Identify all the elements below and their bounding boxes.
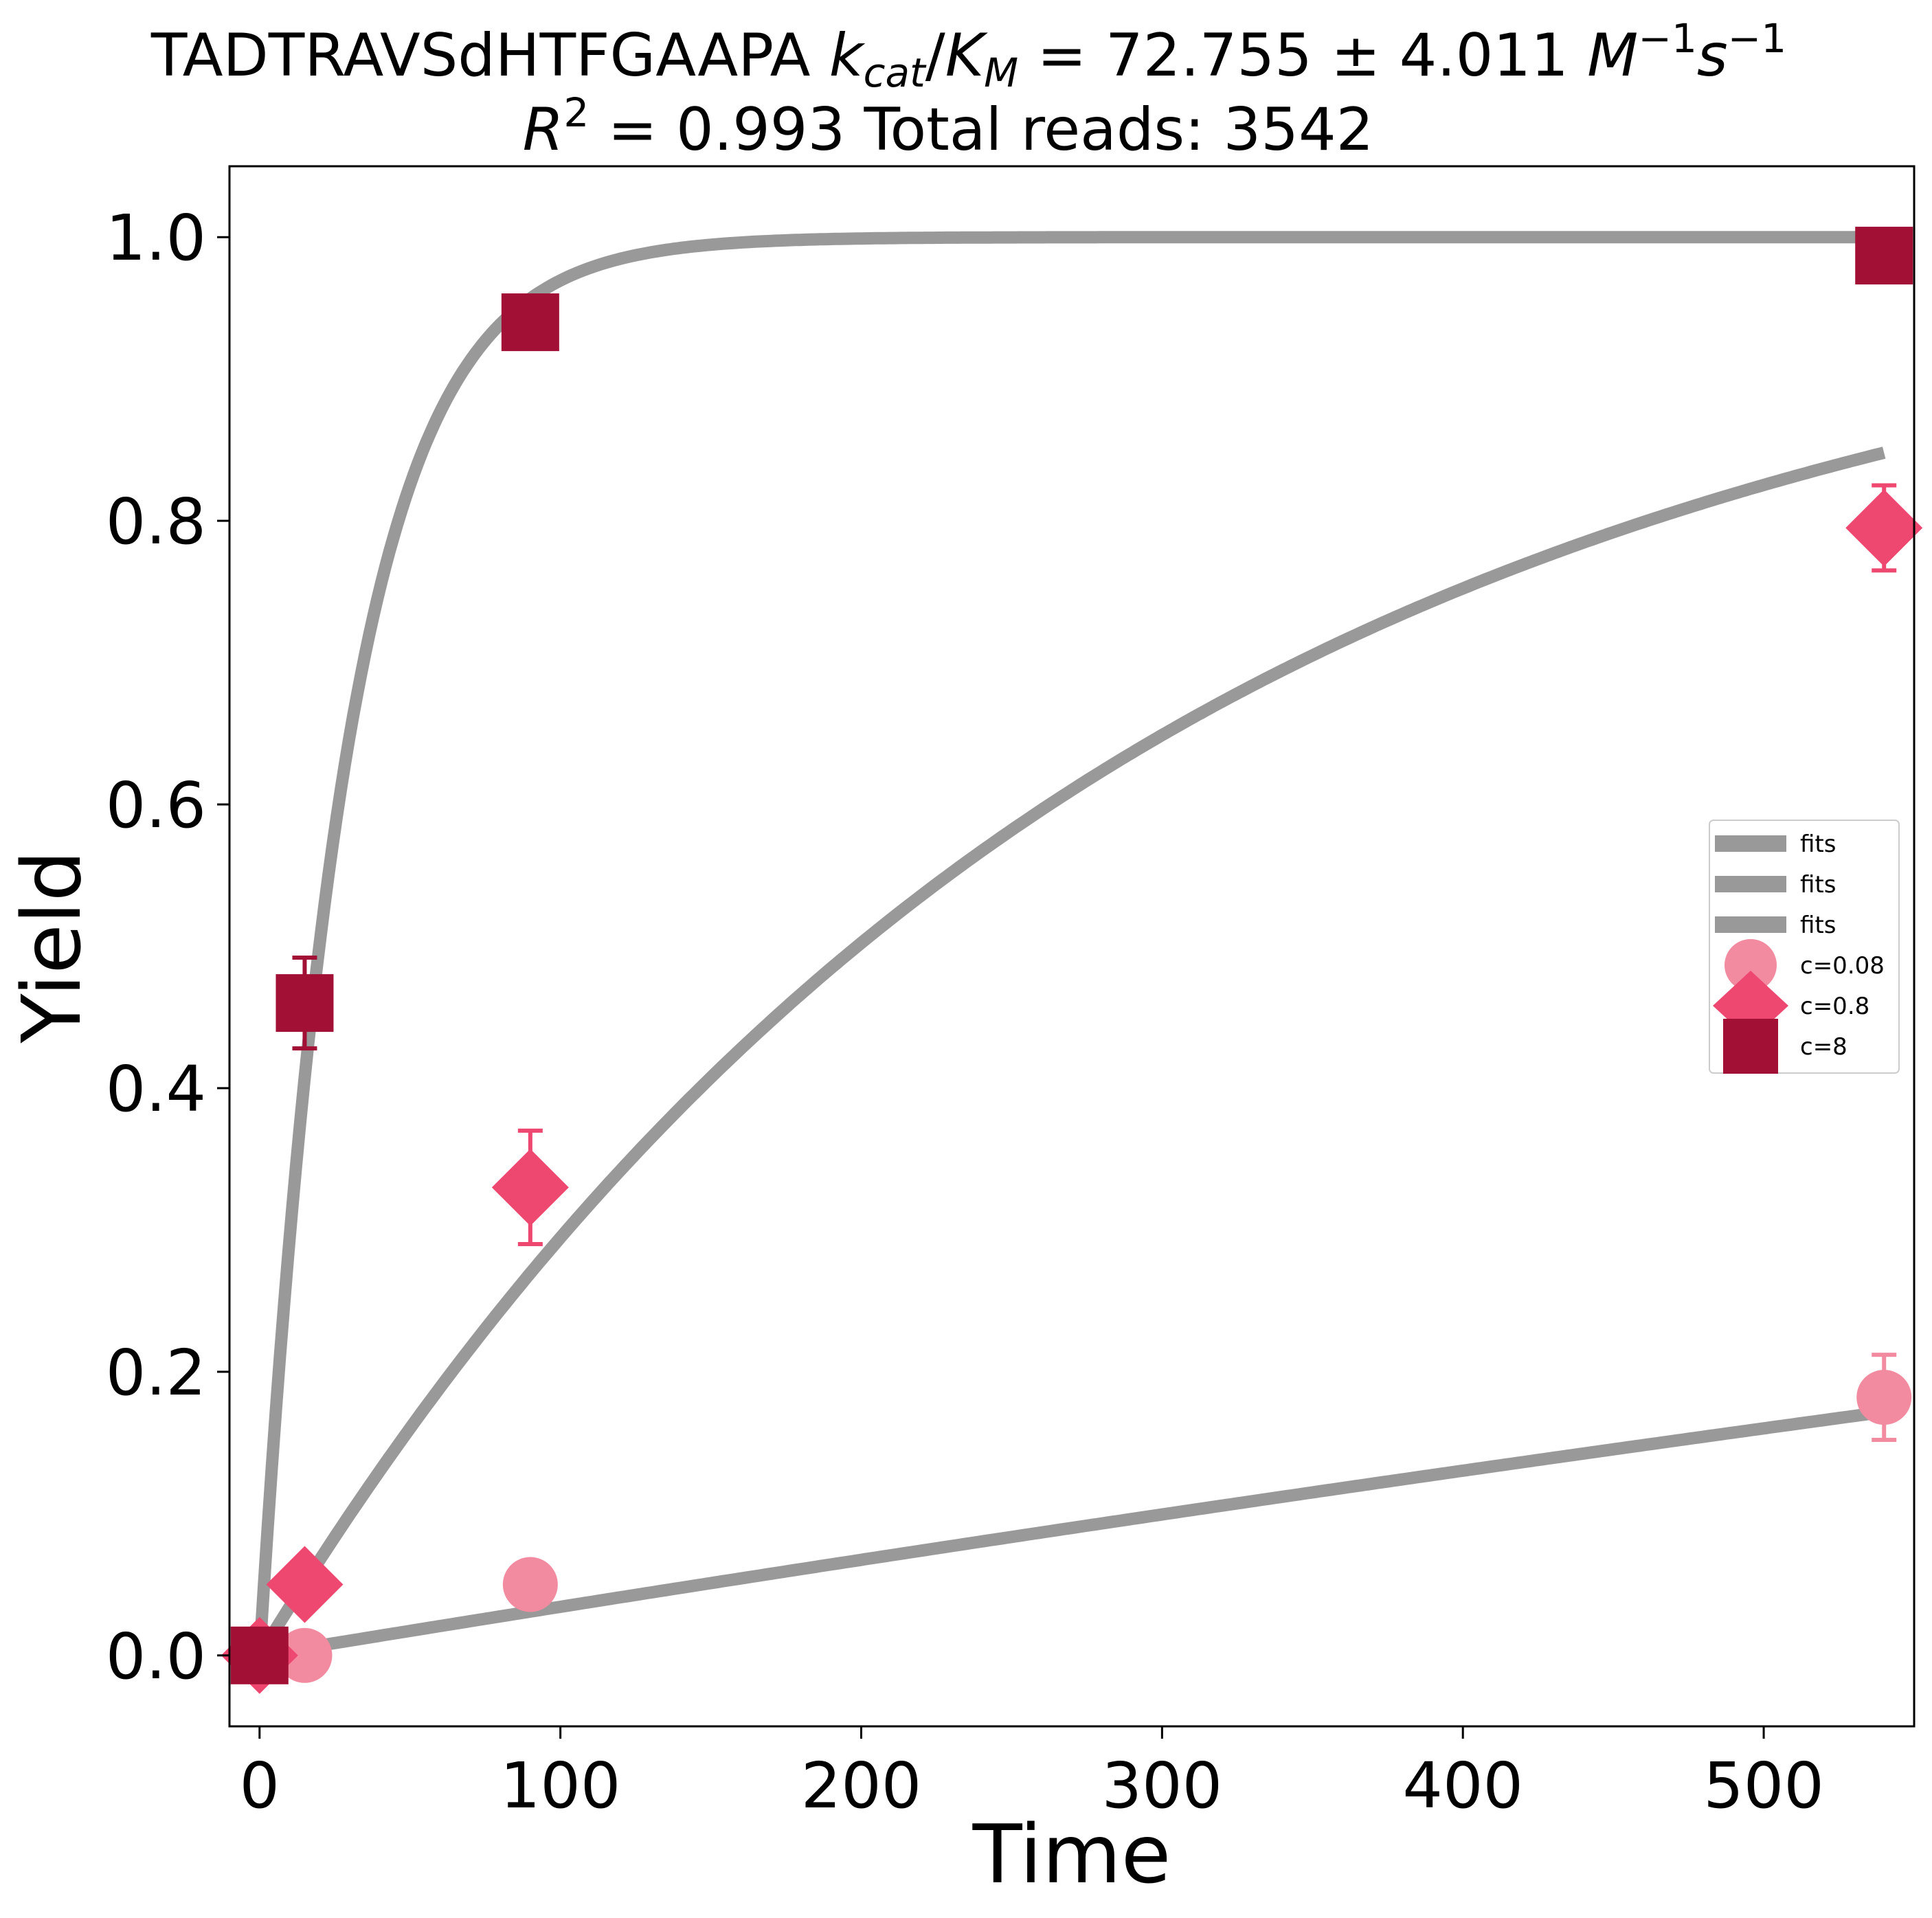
- point-c8-3: [1855, 227, 1913, 285]
- y-tick-label-5: 1.0: [106, 201, 206, 275]
- y-tick-label-0: 0.0: [106, 1620, 206, 1693]
- axis-ticks: 0 100 200 300 400 500 0.0 0.2 0.4 0.6 0.8 1.0: [106, 201, 1824, 1823]
- legend-marker-square: [1723, 1019, 1778, 1074]
- x-tick-label-0: 0: [240, 1749, 280, 1823]
- point-c008-3: [1856, 1370, 1912, 1425]
- x-tick-label-3: 300: [1102, 1749, 1223, 1823]
- point-c08-1: [266, 1546, 344, 1623]
- y-tick-label-4: 0.8: [106, 485, 206, 559]
- x-tick-label-1: 100: [500, 1749, 621, 1823]
- x-axis-title: Time: [972, 1807, 1171, 1902]
- y-tick-label-1: 0.2: [106, 1336, 206, 1410]
- y-tick-label-3: 0.6: [106, 769, 206, 842]
- legend-marker-circle: [1725, 939, 1777, 991]
- legend: fits fits fits c=0.08 c=0.8 c=8: [1709, 820, 1900, 1074]
- fit-curve-2: [254, 447, 1887, 1659]
- x-tick-label-4: 400: [1402, 1749, 1523, 1823]
- point-c8-0: [230, 1626, 289, 1684]
- point-c08-3: [1845, 489, 1923, 567]
- point-c8-2: [501, 293, 559, 352]
- y-axis-title: Yield: [4, 850, 99, 1044]
- plot-frame: [228, 165, 1916, 1728]
- point-c8-1: [276, 974, 334, 1033]
- data-points: [221, 227, 1923, 1694]
- legend-label-c008: c=0.08: [1800, 952, 1885, 980]
- point-c008-2: [502, 1557, 558, 1612]
- x-tick-label-5: 500: [1703, 1749, 1824, 1823]
- legend-label-c8: c=8: [1800, 1033, 1847, 1061]
- fit-curve-1: [257, 1406, 1887, 1662]
- y-tick-label-2: 0.4: [106, 1052, 206, 1126]
- fit-curves: [253, 231, 1887, 1662]
- chart-title-line-2: R2 = 0.993 Total reads: 3542: [523, 89, 1374, 164]
- point-c008-1: [277, 1627, 333, 1683]
- legend-label-fits-3: fits: [1800, 912, 1836, 939]
- title-peptide: TADTRAVSdHTFGAAPA: [150, 21, 811, 90]
- point-c08-2: [491, 1149, 569, 1226]
- x-tick-label-2: 200: [801, 1749, 922, 1823]
- legend-label-fits-1: fits: [1800, 831, 1836, 858]
- chart-title-line-1: TADTRAVSdHTFGAAPA kcat/KM = 72.755 ± 4.0…: [150, 15, 1786, 96]
- legend-label-fits-2: fits: [1800, 871, 1836, 899]
- legend-label-c08: c=0.8: [1800, 993, 1869, 1020]
